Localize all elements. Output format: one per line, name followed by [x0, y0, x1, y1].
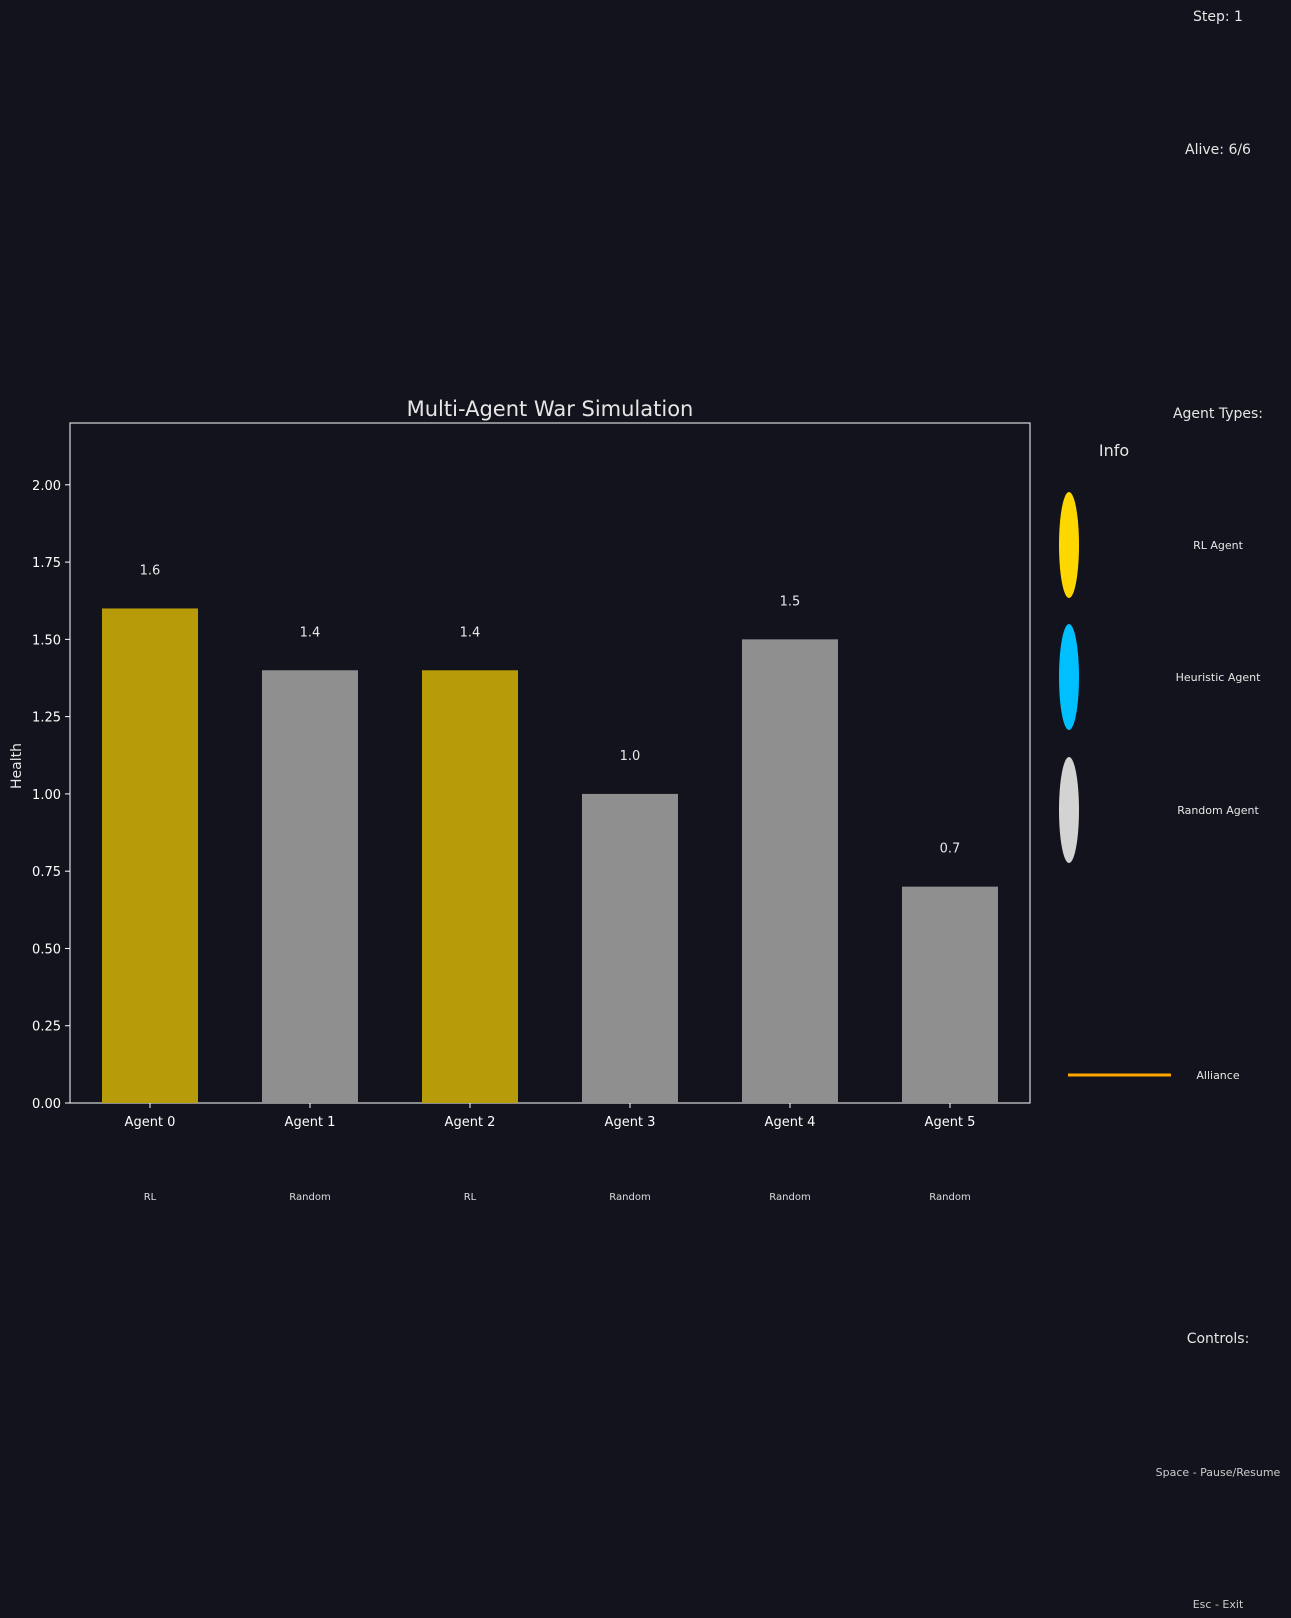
y-tick-label: 2.00 [32, 479, 61, 494]
value-label-group: 1.6 1.4 1.4 1.0 1.5 0.7 [140, 563, 961, 856]
plot-frame [69, 422, 1031, 1104]
y-tick-label: 1.00 [32, 788, 61, 803]
y-tick-label: 1.50 [32, 633, 61, 648]
legend-label-2: Random Agent [1177, 804, 1259, 817]
y-axis-label: Health [9, 743, 25, 789]
legend-swatch-0 [1059, 492, 1079, 598]
x-tick-label-agent-4: Agent 4 [765, 1115, 816, 1130]
bar-group [102, 608, 998, 1103]
controls-heading: Controls: [1187, 1331, 1250, 1347]
x-tick-label-agent-3: Agent 3 [605, 1115, 656, 1130]
x-tick-label-agent-5: Agent 5 [925, 1115, 976, 1130]
legend-label-0: RL Agent [1193, 539, 1244, 552]
bar-agent-1 [262, 670, 358, 1103]
y-tick-label: 0.00 [32, 1097, 61, 1112]
value-label-agent-1: 1.4 [300, 625, 321, 640]
agent-type-label-1: Random [289, 1192, 330, 1203]
agent-type-label-0: RL [144, 1192, 157, 1203]
bar-agent-3 [582, 793, 678, 1103]
y-tick-label: 1.75 [32, 556, 61, 571]
step-counter: Step: 1 [1193, 9, 1243, 25]
y-tick-label: 1.25 [32, 711, 61, 726]
y-tick-label: 0.75 [32, 865, 61, 880]
agent-type-label-2: RL [464, 1192, 477, 1203]
legend-swatch-2 [1059, 757, 1079, 863]
value-label-agent-0: 1.6 [140, 563, 161, 578]
x-tick-label-agent-0: Agent 0 [125, 1115, 176, 1130]
chart-title: Multi-Agent War Simulation [407, 397, 694, 421]
alive-counter: Alive: 6/6 [1185, 142, 1251, 158]
bar-agent-2 [422, 670, 518, 1103]
y-tick-label: 0.50 [32, 942, 61, 957]
value-label-agent-5: 0.7 [940, 842, 961, 857]
legend-entries: RL Agent Heuristic Agent Random Agent [1059, 492, 1261, 863]
legend-swatch-1 [1059, 624, 1079, 730]
x-axis-ticks: Agent 0 Agent 1 Agent 2 Agent 3 Agent 4 Agent… [125, 1103, 976, 1130]
control-exit: Esc - Exit [1193, 1598, 1244, 1611]
bar-agent-4 [742, 639, 838, 1103]
x-tick-label-agent-1: Agent 1 [285, 1115, 336, 1130]
legend-label-1: Heuristic Agent [1176, 671, 1261, 684]
legend-title: Info [1099, 441, 1129, 460]
y-axis-ticks: 0.00 0.25 0.50 0.75 1.00 1.25 1.50 1.75 2.00 [32, 479, 70, 1112]
agent-type-label-group: RL Random RL Random Random Random [144, 1192, 971, 1203]
y-tick-label: 0.25 [32, 1020, 61, 1035]
agent-type-label-5: Random [929, 1192, 970, 1203]
alliance-legend-label: Alliance [1196, 1069, 1239, 1082]
agent-type-label-4: Random [769, 1192, 810, 1203]
agent-type-label-3: Random [609, 1192, 650, 1203]
agent-types-heading: Agent Types: [1173, 406, 1263, 422]
bar-agent-5 [902, 886, 998, 1103]
bar-agent-0 [102, 608, 198, 1103]
value-label-agent-3: 1.0 [620, 749, 641, 764]
value-label-agent-4: 1.5 [780, 594, 801, 609]
control-pause-resume: Space - Pause/Resume [1156, 1466, 1281, 1479]
x-tick-label-agent-2: Agent 2 [445, 1115, 496, 1130]
value-label-agent-2: 1.4 [460, 625, 481, 640]
